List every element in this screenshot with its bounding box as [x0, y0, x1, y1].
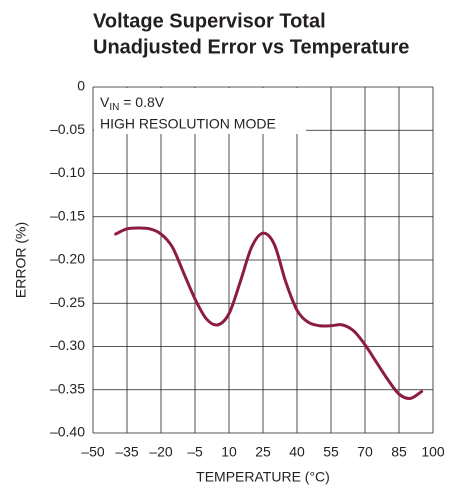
x-tick-label: 25 — [255, 444, 271, 460]
x-tick-label: 40 — [289, 444, 305, 460]
y-tick-label: –0.30 — [50, 337, 85, 353]
x-tick-label: –5 — [187, 444, 203, 460]
x-axis-label: TEMPERATURE (°C) — [196, 469, 330, 485]
annotation-subscript: IN — [109, 102, 119, 113]
x-tick-label: 100 — [421, 444, 445, 460]
y-tick-label: –0.40 — [50, 424, 85, 440]
annotation: HIGH RESOLUTION MODE — [100, 116, 276, 132]
y-tick-label: –0.20 — [50, 251, 85, 267]
annotation-box — [94, 88, 306, 134]
y-axis-label: ERROR (%) — [13, 222, 29, 298]
data-line — [114, 226, 424, 400]
annotation: VIN = 0.8V — [100, 94, 165, 113]
y-tick-label: –0.05 — [50, 121, 85, 137]
annotation-suffix: = 0.8V — [119, 94, 164, 110]
x-tick-label: 10 — [221, 444, 237, 460]
y-tick-label: –0.15 — [50, 207, 85, 223]
x-tick-label: –35 — [115, 444, 139, 460]
x-tick-label: 55 — [323, 444, 339, 460]
y-tick-label: –0.25 — [50, 294, 85, 310]
x-tick-label: 85 — [391, 444, 407, 460]
x-tick-label: 70 — [357, 444, 373, 460]
y-tick-label: 0 — [77, 78, 85, 94]
x-tick-label: –50 — [81, 444, 105, 460]
plot-area — [92, 86, 434, 434]
chart-title-line: Voltage Supervisor Total — [93, 10, 326, 32]
annotation-main: V — [100, 94, 110, 110]
x-tick-label: –20 — [149, 444, 173, 460]
y-tick-label: –0.10 — [50, 164, 85, 180]
y-tick-label: –0.35 — [50, 380, 85, 396]
chart-title-line: Unadjusted Error vs Temperature — [93, 36, 409, 58]
